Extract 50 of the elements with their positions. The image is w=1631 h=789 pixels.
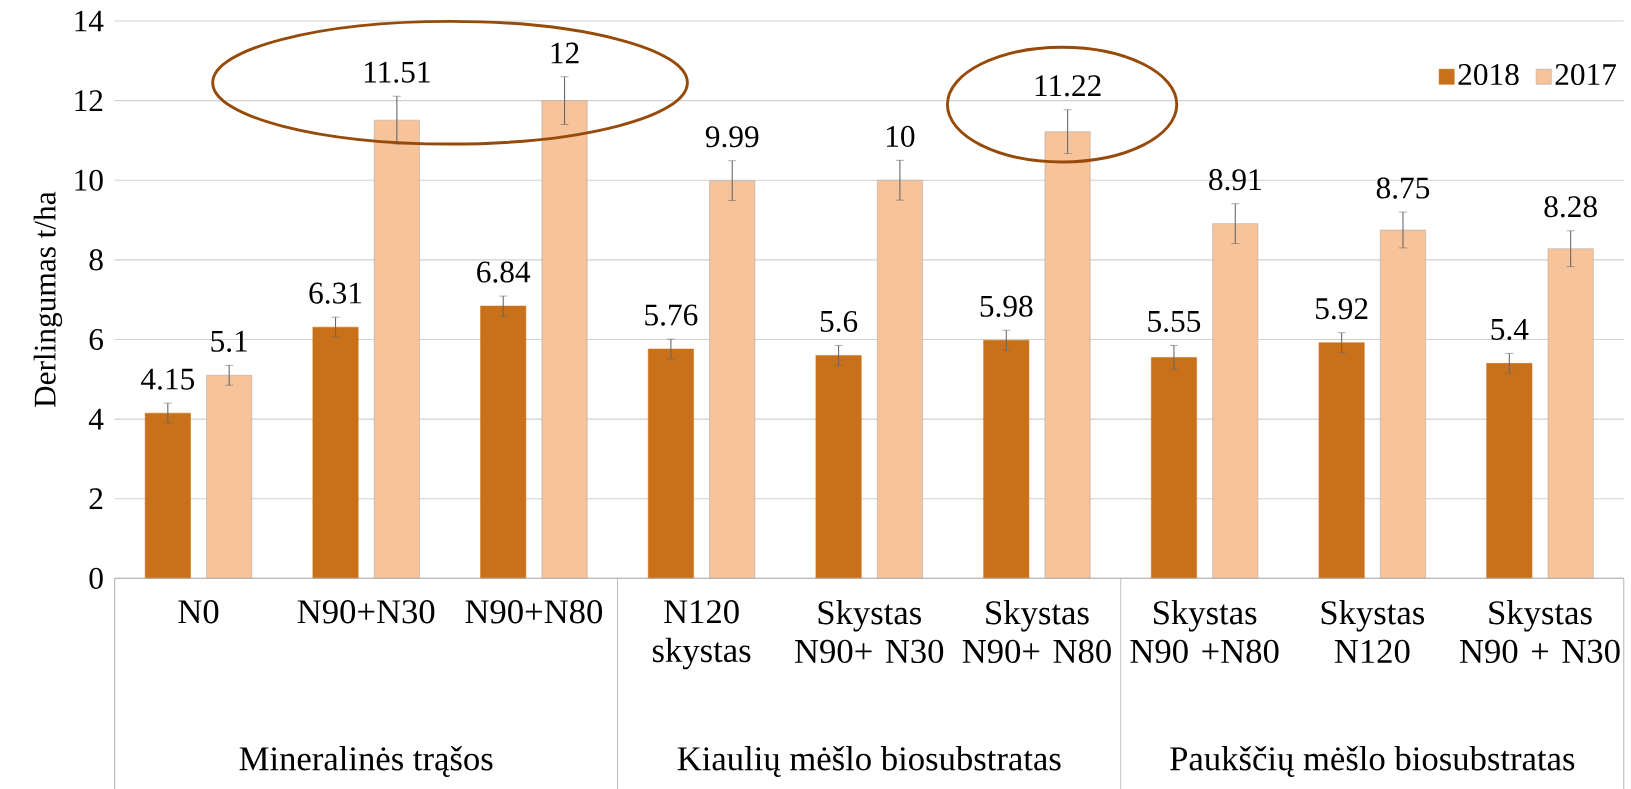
data-label: 4.15 — [141, 368, 195, 390]
x-tick-label: Skystas N90 +N80 — [1130, 600, 1279, 664]
x-tick-label: Skystas N120 — [1321, 600, 1425, 664]
bar — [1151, 357, 1197, 579]
x-tick-label: N0 — [178, 600, 219, 624]
data-label: 11.22 — [1035, 75, 1101, 97]
text: Paukščių mėšlo biosubstratas — [1170, 746, 1575, 777]
text: Mineralinės trąšos — [239, 746, 493, 777]
bar — [144, 412, 191, 579]
y-tick-label: 12 — [75, 90, 103, 111]
legend-label: 2017 — [1555, 63, 1616, 86]
data-label: 5.76 — [645, 304, 698, 326]
bar — [1486, 363, 1533, 579]
data-label: 6.31 — [309, 282, 362, 304]
data-label: 5.6 — [820, 310, 858, 333]
bar — [480, 305, 527, 579]
data-label: 5.4 — [1491, 318, 1529, 341]
data-label: 5.55 — [1148, 311, 1201, 333]
data-label: 5.98 — [980, 295, 1033, 317]
y-tick-label: 0 — [89, 567, 103, 589]
x-tick-label: Skystas N90+ N80 — [962, 600, 1111, 664]
data-label: 8.75 — [1376, 177, 1430, 199]
y-tick-label: 14 — [75, 10, 104, 32]
x-tick-label: Skystas N90+ N30 — [795, 600, 944, 664]
y-tick-label: 4 — [88, 408, 104, 430]
x-tick-label: N120 skystas — [652, 600, 751, 670]
data-label: 10 — [887, 125, 915, 147]
data-label: 12 — [551, 42, 579, 64]
legend-label: 2018 — [1458, 63, 1519, 86]
data-label: 11.51 — [364, 61, 430, 83]
bar — [312, 326, 359, 579]
y-tick-label: 6 — [89, 328, 104, 351]
data-label: 5.1 — [211, 330, 247, 352]
data-label: 8.91 — [1209, 169, 1261, 191]
data-label: 5.92 — [1316, 298, 1368, 320]
y-axis-title: Derlingumas t/ha — [33, 191, 63, 408]
y-tick-label: 8 — [89, 249, 103, 271]
bar — [647, 348, 694, 579]
x-tick-label: N90+N80 — [465, 600, 603, 624]
data-label: 8.28 — [1544, 196, 1597, 218]
bar — [983, 340, 1030, 579]
x-tick-label: Skystas N90 + N30 — [1459, 600, 1620, 664]
bar — [815, 355, 862, 579]
data-label: 6.84 — [477, 261, 531, 283]
y-tick-label: 2 — [89, 488, 103, 510]
bar — [1318, 342, 1365, 579]
text: Kiaulių mėšlo biosubstratas — [677, 746, 1061, 777]
y-tick-label: 10 — [75, 169, 103, 191]
x-tick-label: N90+N30 — [297, 600, 435, 624]
data-label: 9.99 — [705, 126, 759, 148]
